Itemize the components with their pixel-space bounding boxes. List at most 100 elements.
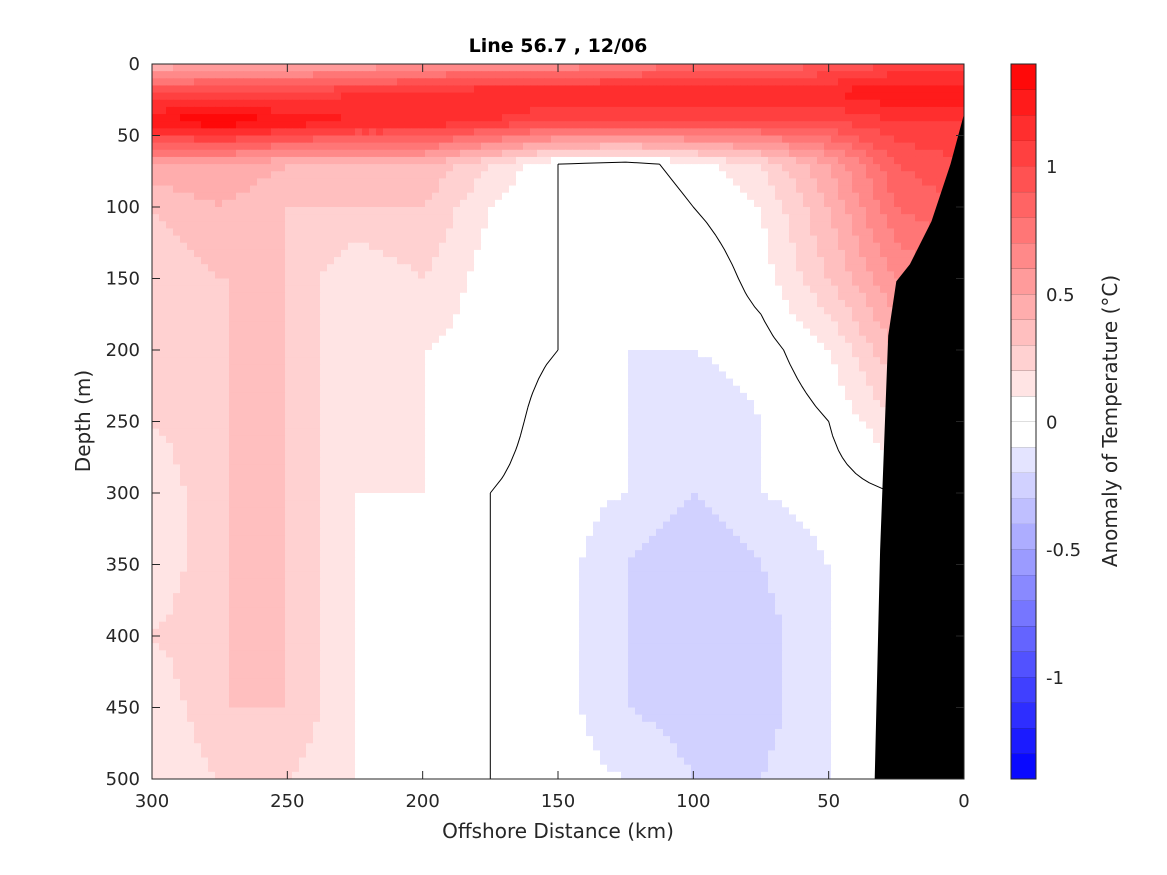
field-cell: [236, 156, 244, 165]
field-cell: [565, 78, 573, 87]
field-cell: [355, 357, 363, 365]
field-cell: [173, 192, 181, 201]
field-cell: [383, 71, 391, 79]
field-cell: [509, 149, 517, 158]
field-cell: [173, 371, 181, 380]
field-cell: [481, 135, 489, 144]
field-cell: [488, 192, 496, 201]
field-cell: [222, 106, 230, 115]
field-cell: [572, 292, 580, 301]
field-cell: [404, 149, 412, 158]
field-cell: [684, 164, 692, 172]
field-cell: [306, 64, 314, 72]
field-cell: [845, 257, 853, 265]
field-cell: [915, 221, 923, 230]
field-cell: [271, 221, 279, 230]
field-cell: [152, 264, 160, 272]
field-cell: [173, 299, 181, 308]
field-cell: [670, 249, 678, 258]
field-cell: [306, 249, 314, 258]
field-cell: [558, 199, 566, 208]
field-cell: [348, 264, 356, 272]
field-cell: [782, 264, 790, 272]
field-cell: [180, 142, 188, 151]
field-cell: [278, 64, 286, 72]
field-cell: [880, 271, 888, 280]
field-cell: [418, 335, 426, 344]
field-cell: [698, 357, 706, 365]
field-cell: [768, 207, 776, 215]
field-cell: [544, 357, 552, 365]
field-cell: [565, 156, 573, 165]
field-cell: [544, 342, 552, 351]
field-cell: [187, 185, 195, 194]
field-cell: [873, 71, 881, 79]
field-cell: [600, 199, 608, 208]
field-cell: [313, 135, 321, 144]
field-cell: [152, 71, 160, 79]
field-cell: [236, 164, 244, 172]
field-cell: [271, 328, 279, 337]
field-cell: [201, 192, 209, 201]
field-cell: [264, 121, 272, 129]
field-cell: [215, 128, 223, 137]
field-cell: [348, 185, 356, 194]
field-cell: [411, 314, 419, 322]
field-cell: [509, 242, 517, 251]
field-cell: [600, 342, 608, 351]
field-cell: [698, 99, 706, 108]
field-cell: [824, 278, 832, 287]
field-cell: [915, 192, 923, 201]
field-cell: [544, 364, 552, 373]
field-cell: [593, 249, 601, 258]
field-cell: [530, 149, 538, 158]
field-cell: [215, 350, 223, 358]
field-cell: [187, 307, 195, 315]
field-cell: [621, 85, 629, 94]
field-cell: [208, 292, 216, 301]
field-cell: [649, 285, 657, 294]
field-cell: [474, 314, 482, 322]
field-cell: [523, 285, 531, 294]
field-cell: [607, 285, 615, 294]
field-cell: [740, 199, 748, 208]
field-cell: [880, 164, 888, 172]
field-cell: [404, 156, 412, 165]
field-cell: [271, 235, 279, 244]
field-cell: [516, 99, 524, 108]
field-cell: [775, 164, 783, 172]
field-cell: [467, 307, 475, 315]
field-cell: [677, 185, 685, 194]
field-cell: [495, 164, 503, 172]
field-cell: [754, 350, 762, 358]
field-cell: [453, 321, 461, 330]
field-cell: [579, 249, 587, 258]
field-cell: [873, 314, 881, 322]
field-cell: [859, 121, 867, 129]
field-cell: [334, 78, 342, 87]
field-cell: [733, 307, 741, 315]
field-cell: [649, 364, 657, 373]
field-cell: [530, 207, 538, 215]
field-cell: [460, 321, 468, 330]
field-cell: [432, 328, 440, 337]
field-cell: [866, 99, 874, 108]
field-cell: [369, 292, 377, 301]
field-cell: [523, 350, 531, 358]
field-cell: [901, 164, 909, 172]
field-cell: [782, 156, 790, 165]
field-cell: [677, 242, 685, 251]
field-cell: [250, 199, 258, 208]
field-cell: [411, 357, 419, 365]
field-cell: [789, 156, 797, 165]
field-cell: [796, 285, 804, 294]
field-cell: [488, 350, 496, 358]
field-cell: [355, 342, 363, 351]
field-cell: [355, 164, 363, 172]
field-cell: [180, 199, 188, 208]
field-cell: [649, 128, 657, 137]
field-cell: [824, 228, 832, 237]
field-cell: [761, 364, 769, 373]
field-cell: [593, 164, 601, 172]
field-cell: [292, 135, 300, 144]
